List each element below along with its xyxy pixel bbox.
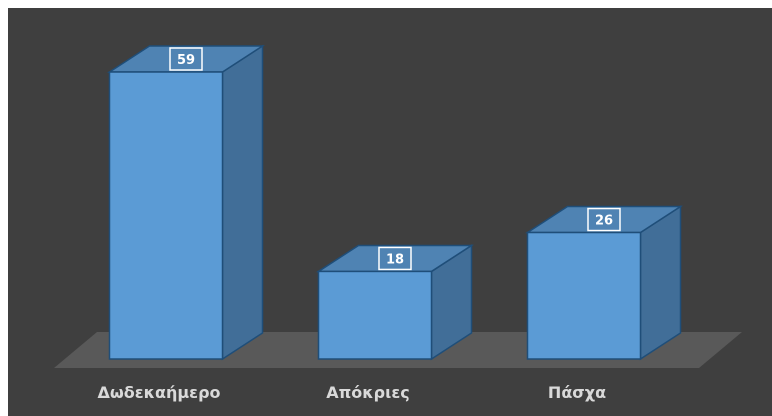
data-label: 18: [386, 252, 404, 267]
data-label: 59: [177, 53, 195, 68]
bar-series: 59 18 26: [106, 44, 684, 361]
category-label: Πάσχα: [548, 383, 606, 402]
data-label-box: [169, 47, 203, 71]
bar-front-face: [108, 71, 224, 360]
data-label: 26: [595, 214, 613, 229]
bar-front-face: [526, 231, 642, 360]
category-label: Απόκριες: [326, 383, 409, 402]
bar-3: 26: [524, 205, 684, 361]
data-label-box: [587, 207, 621, 232]
bar-2: 18: [315, 244, 475, 361]
category-label: Δωδεκαήμερο: [97, 383, 220, 402]
category-labels: Δωδεκαήμερο Απόκριες Πάσχα: [97, 383, 606, 402]
bar-front-face: [317, 270, 433, 360]
bar-side-face: [221, 44, 264, 361]
data-label-box: [378, 246, 412, 271]
bar-1: 59: [106, 44, 266, 361]
